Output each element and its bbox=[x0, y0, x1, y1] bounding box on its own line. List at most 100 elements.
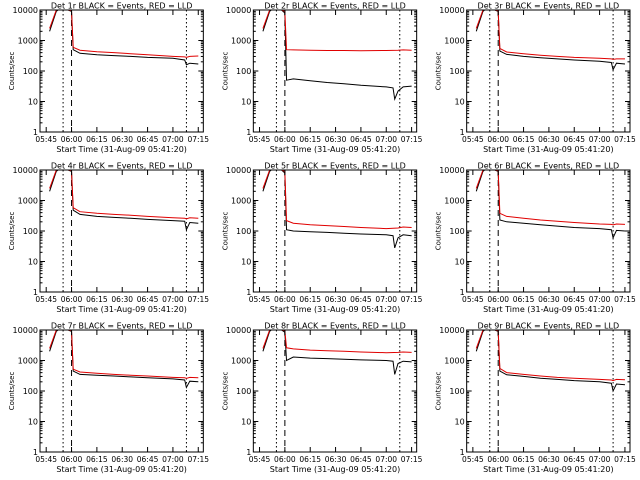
y-tick-label: 1000 bbox=[444, 197, 464, 206]
y-tick-label: 100 bbox=[236, 227, 251, 236]
chart-panel: Det 5r BLACK = Events, RED = LLD 1 10 100 10… bbox=[221, 162, 422, 315]
x-tick-label: 05:45 bbox=[462, 295, 484, 304]
y-tick-label: 1000 bbox=[18, 197, 38, 206]
x-tick-label: 06:00 bbox=[61, 455, 83, 464]
chart-title: Det 2r BLACK = Events, RED = LLD bbox=[264, 2, 406, 11]
y-tick-label: 1000 bbox=[444, 357, 464, 366]
y-tick-label: 10000 bbox=[226, 166, 251, 175]
x-tick-label: 06:15 bbox=[299, 135, 321, 144]
y-tick-label: 10000 bbox=[226, 326, 251, 335]
y-tick-label: 1 bbox=[460, 288, 465, 297]
x-tick-label: 05:45 bbox=[35, 295, 57, 304]
x-tick-label: 06:15 bbox=[86, 295, 108, 304]
x-tick-label: 06:45 bbox=[137, 295, 159, 304]
y-tick-label: 100 bbox=[236, 67, 251, 76]
y-tick-label: 1 bbox=[460, 448, 465, 457]
x-tick-label: 06:15 bbox=[513, 135, 535, 144]
y-tick-label: 10000 bbox=[439, 326, 464, 335]
chart-title: Det 6r BLACK = Events, RED = LLD bbox=[478, 162, 620, 171]
x-axis-label: Start Time (31-Aug-09 05:41:20) bbox=[270, 145, 401, 154]
x-tick-label: 05:45 bbox=[35, 455, 57, 464]
y-tick-label: 100 bbox=[449, 227, 464, 236]
y-tick-label: 1 bbox=[246, 288, 251, 297]
x-tick-label: 06:45 bbox=[137, 135, 159, 144]
y-axis-label: Counts/sec bbox=[221, 52, 229, 91]
chart-panel: Det 2r BLACK = Events, RED = LLD 1 10 100 10… bbox=[221, 2, 422, 155]
y-axis-label: Counts/sec bbox=[221, 372, 229, 411]
y-tick-label: 10 bbox=[28, 98, 38, 107]
x-tick-label: 05:45 bbox=[462, 135, 484, 144]
y-tick-label: 1 bbox=[33, 128, 38, 137]
x-axis-label: Start Time (31-Aug-09 05:41:20) bbox=[483, 465, 614, 474]
x-tick-label: 06:45 bbox=[563, 455, 585, 464]
x-tick-label: 06:00 bbox=[487, 455, 509, 464]
x-tick-label: 06:15 bbox=[513, 295, 535, 304]
y-tick-label: 100 bbox=[449, 387, 464, 396]
y-tick-label: 100 bbox=[23, 387, 38, 396]
y-axis-label: Counts/sec bbox=[8, 212, 16, 251]
x-tick-label: 07:15 bbox=[187, 295, 209, 304]
x-tick-label: 06:30 bbox=[111, 135, 133, 144]
x-tick-label: 07:00 bbox=[162, 295, 184, 304]
y-tick-label: 10000 bbox=[13, 6, 38, 15]
x-tick-label: 07:00 bbox=[589, 455, 611, 464]
x-tick-label: 07:15 bbox=[614, 135, 636, 144]
x-tick-label: 06:15 bbox=[299, 455, 321, 464]
chart-panel: Det 9r BLACK = Events, RED = LLD 1 10 100 10… bbox=[435, 322, 636, 475]
y-tick-label: 1000 bbox=[444, 37, 464, 46]
y-axis-label: Counts/sec bbox=[221, 212, 229, 251]
x-tick-label: 06:45 bbox=[350, 295, 372, 304]
x-axis-label: Start Time (31-Aug-09 05:41:20) bbox=[270, 465, 401, 474]
plot-frame bbox=[252, 329, 418, 453]
chart-panel: Det 7r BLACK = Events, RED = LLD 1 10 100 10… bbox=[8, 322, 209, 475]
y-tick-label: 100 bbox=[236, 387, 251, 396]
y-tick-label: 10 bbox=[28, 418, 38, 427]
x-tick-label: 05:45 bbox=[249, 455, 271, 464]
y-tick-label: 1000 bbox=[231, 37, 251, 46]
x-tick-label: 06:00 bbox=[274, 295, 296, 304]
x-axis-label: Start Time (31-Aug-09 05:41:20) bbox=[270, 305, 401, 314]
y-tick-label: 1 bbox=[460, 128, 465, 137]
x-tick-label: 06:15 bbox=[299, 295, 321, 304]
x-tick-label: 07:15 bbox=[614, 295, 636, 304]
x-tick-label: 06:45 bbox=[137, 455, 159, 464]
y-tick-label: 100 bbox=[23, 227, 38, 236]
chart-panel: Det 8r BLACK = Events, RED = LLD 1 10 100 10… bbox=[221, 322, 422, 475]
x-tick-label: 05:45 bbox=[35, 135, 57, 144]
x-axis-label: Start Time (31-Aug-09 05:41:20) bbox=[56, 145, 187, 154]
x-tick-label: 06:15 bbox=[86, 455, 108, 464]
x-tick-label: 05:45 bbox=[462, 455, 484, 464]
chart-title: Det 1r BLACK = Events, RED = LLD bbox=[51, 2, 193, 11]
plot-frame bbox=[466, 169, 631, 293]
x-tick-label: 06:15 bbox=[513, 455, 535, 464]
x-axis-label: Start Time (31-Aug-09 05:41:20) bbox=[483, 305, 614, 314]
x-tick-label: 06:00 bbox=[274, 135, 296, 144]
x-tick-label: 06:00 bbox=[274, 455, 296, 464]
x-tick-label: 07:15 bbox=[401, 295, 423, 304]
y-tick-label: 1000 bbox=[18, 37, 38, 46]
x-tick-label: 06:00 bbox=[487, 295, 509, 304]
chart-title: Det 3r BLACK = Events, RED = LLD bbox=[478, 2, 620, 11]
y-tick-label: 10000 bbox=[13, 166, 38, 175]
x-tick-label: 06:30 bbox=[538, 295, 560, 304]
x-tick-label: 06:30 bbox=[325, 295, 347, 304]
series-lld-line bbox=[475, 169, 625, 226]
x-axis-label: Start Time (31-Aug-09 05:41:20) bbox=[483, 145, 614, 154]
x-tick-label: 06:30 bbox=[538, 455, 560, 464]
plot-frame bbox=[39, 9, 204, 133]
y-tick-label: 1000 bbox=[231, 197, 251, 206]
y-tick-label: 10 bbox=[454, 258, 464, 267]
y-axis-label: Counts/sec bbox=[435, 212, 443, 251]
y-tick-label: 10 bbox=[241, 418, 251, 427]
x-tick-label: 07:00 bbox=[162, 455, 184, 464]
x-tick-label: 06:00 bbox=[61, 295, 83, 304]
x-tick-label: 06:15 bbox=[86, 135, 108, 144]
x-tick-label: 07:00 bbox=[589, 135, 611, 144]
chart-title: Det 7r BLACK = Events, RED = LLD bbox=[51, 322, 193, 331]
plot-frame bbox=[39, 329, 204, 453]
y-tick-label: 1 bbox=[33, 448, 38, 457]
y-axis-label: Counts/sec bbox=[8, 372, 16, 411]
x-tick-label: 07:15 bbox=[187, 135, 209, 144]
chart-panel: Det 6r BLACK = Events, RED = LLD 1 10 100 10… bbox=[435, 162, 636, 315]
